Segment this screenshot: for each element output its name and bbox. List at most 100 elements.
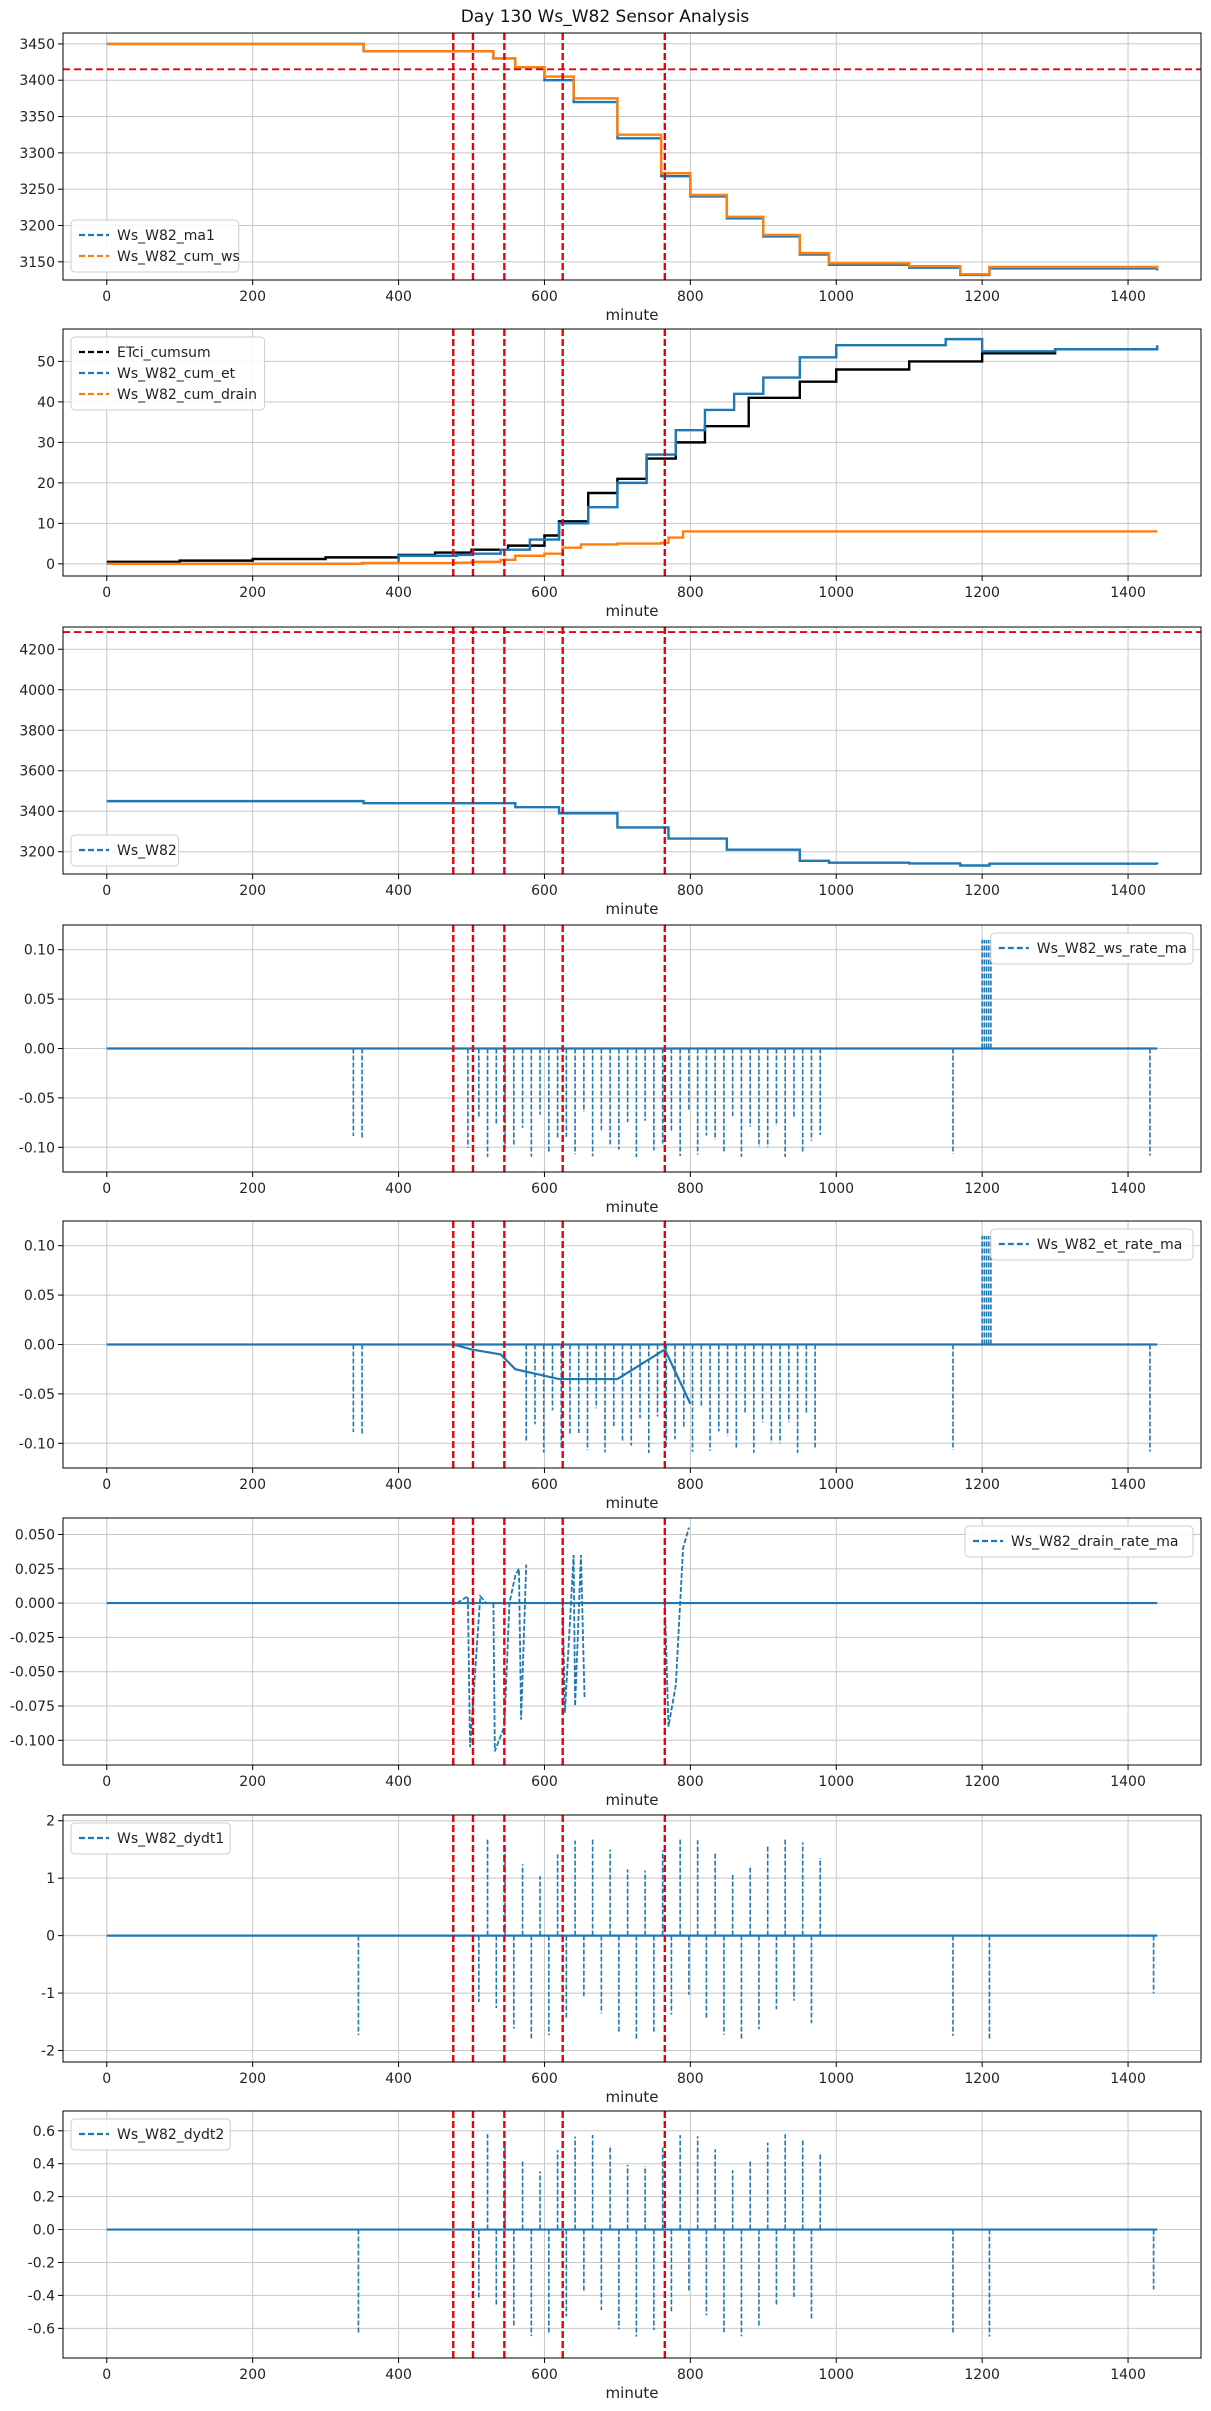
y-tick-label: 0.000	[15, 1596, 55, 1612]
series-ws-w82-et-rate-ma	[106, 1235, 1158, 1454]
x-tick-label: 1000	[818, 289, 854, 305]
y-tick-label: -2	[41, 2044, 55, 2060]
x-tick-label: 800	[677, 1477, 704, 1493]
axes-frame	[62, 1517, 1202, 1766]
legend-label: Ws_W82_cum_et	[117, 366, 236, 382]
x-tick-label: 800	[677, 883, 704, 899]
legend: Ws_W82_dydt2	[70, 2118, 231, 2151]
x-tick-label: 0	[102, 1181, 111, 1197]
x-tick-label: 400	[385, 1181, 412, 1197]
x-tick-label: 0	[102, 2367, 111, 2383]
series-etci-cumsum	[106, 348, 1158, 564]
plot-area	[106, 925, 1158, 1172]
y-tick-label: 4200	[19, 642, 55, 658]
axes-frame	[62, 2110, 1202, 2359]
series-ws-w82-dydt2	[106, 2134, 1158, 2337]
series-ws-w82-dydt1	[106, 1838, 1158, 2040]
x-tick-label: 800	[677, 1181, 704, 1197]
x-tick-label: 1200	[964, 883, 1000, 899]
y-tick-label: 0.025	[15, 1562, 55, 1578]
legend-box	[70, 834, 180, 867]
x-tick-label: 800	[677, 289, 704, 305]
series-ws-w82-et-rate-ma-segment	[452, 1343, 692, 1405]
x-tick-label: 1200	[964, 2367, 1000, 2383]
x-tick-label: 0	[102, 585, 111, 601]
x-tick-label: 1400	[1110, 289, 1146, 305]
x-tick-label: 1200	[964, 289, 1000, 305]
y-tick-label: 3200	[19, 845, 55, 861]
legend-label: Ws_W82_ma1	[117, 228, 215, 244]
series-ws-w82-ws-rate-ma-spikes	[352, 1048, 363, 1140]
legend-box	[70, 336, 266, 411]
y-tick-label: -0.05	[19, 1387, 55, 1403]
series-ws-w82-ws-rate-ma-positive-spikes	[981, 939, 992, 1049]
y-tick-label: 3450	[19, 37, 55, 53]
axes-frame	[62, 328, 1202, 577]
legend-box	[964, 1525, 1194, 1558]
x-tick-label: 1200	[964, 1181, 1000, 1197]
x-tick-label: 1400	[1110, 2367, 1146, 2383]
y-tick-label: 3150	[19, 255, 55, 271]
x-tick-label: 0	[102, 1774, 111, 1790]
x-tick-label: 200	[239, 2367, 266, 2383]
series-ws-w82-dydt2-spikes	[478, 2134, 822, 2337]
legend-box	[70, 1822, 231, 1855]
y-tick-label: -0.050	[10, 1665, 55, 1681]
y-tick-label: -0.2	[28, 2255, 55, 2271]
y-tick-label: -0.6	[28, 2321, 55, 2337]
x-axis-label: minute	[606, 2088, 659, 2106]
series-ws-w82-line	[106, 799, 1159, 867]
y-tick-label: -0.10	[19, 1140, 55, 1156]
x-axis-label: minute	[606, 1791, 659, 1809]
plot-area	[106, 1518, 1158, 1765]
x-tick-label: 1400	[1110, 1774, 1146, 1790]
x-tick-label: 1000	[818, 585, 854, 601]
x-tick-label: 1000	[818, 1181, 854, 1197]
x-tick-label: 600	[531, 1181, 558, 1197]
legend-box	[990, 1228, 1194, 1261]
panel-8: 0 200 400 600 800 1000 1200 1400 -0.6 -0.4 -0.2 0.0…	[28, 2110, 1202, 2402]
series-ws-w82-et-rate-ma-spikes	[352, 1344, 363, 1436]
legend-label: Ws_W82_et_rate_ma	[1037, 1237, 1183, 1253]
x-tick-label: 1400	[1110, 1477, 1146, 1493]
x-tick-label: 200	[239, 1774, 266, 1790]
y-tick-label: 20	[37, 476, 55, 492]
series-ws-w82-cum-et	[106, 337, 1159, 566]
y-tick-label: 50	[37, 354, 55, 370]
panel-5: 0 200 400 600 800 1000 1200 1400 -0.10 -0.05 0.00 0…	[19, 1220, 1202, 1512]
x-tick-label: 1200	[964, 2071, 1000, 2087]
plot-area	[106, 1815, 1158, 2062]
legend-label: Ws_W82_dydt1	[117, 1831, 224, 1847]
y-tick-label: 4000	[19, 683, 55, 699]
x-tick-label: 1000	[818, 1477, 854, 1493]
x-tick-label: 200	[239, 289, 266, 305]
x-tick-label: 1000	[818, 2367, 854, 2383]
y-tick-label: 3200	[19, 219, 55, 235]
panel-1: 0 200 400 600 800 1000 1200 1400 3150 3200 3250 330…	[19, 32, 1202, 324]
x-tick-label: 600	[531, 1477, 558, 1493]
x-tick-label: 1000	[818, 1774, 854, 1790]
x-axis-label: minute	[606, 1494, 659, 1512]
x-tick-label: 200	[239, 1477, 266, 1493]
legend-label: Ws_W82	[117, 843, 177, 859]
figure-title: Day 130 Ws_W82 Sensor Analysis	[461, 7, 750, 27]
x-tick-label: 400	[385, 1774, 412, 1790]
y-tick-label: -1	[41, 1986, 55, 2002]
series-ws-w82-cum-et-line	[106, 337, 1159, 566]
y-tick-label: -0.4	[28, 2288, 55, 2304]
panel-6: 0 200 400 600 800 1000 1200 1400 -0.100 -0.075 -0.…	[10, 1517, 1202, 1809]
series-ws-w82-et-rate-ma-spikes	[525, 1344, 816, 1454]
y-tick-label: 0.05	[24, 1288, 55, 1304]
plot-area	[63, 33, 1201, 280]
x-tick-label: 0	[102, 2071, 111, 2087]
legend-label: Ws_W82_cum_ws	[117, 249, 240, 265]
series-ws-w82-drain-rate-ma-segment	[663, 1527, 690, 1727]
x-tick-label: 1200	[964, 1477, 1000, 1493]
x-tick-label: 1400	[1110, 585, 1146, 601]
plot-area	[106, 329, 1159, 576]
legend-box	[990, 932, 1194, 965]
panel-4: 0 200 400 600 800 1000 1200 1400 -0.10 -0.05 0.00 0…	[19, 924, 1202, 1216]
x-tick-label: 800	[677, 2367, 704, 2383]
x-tick-label: 200	[239, 2071, 266, 2087]
